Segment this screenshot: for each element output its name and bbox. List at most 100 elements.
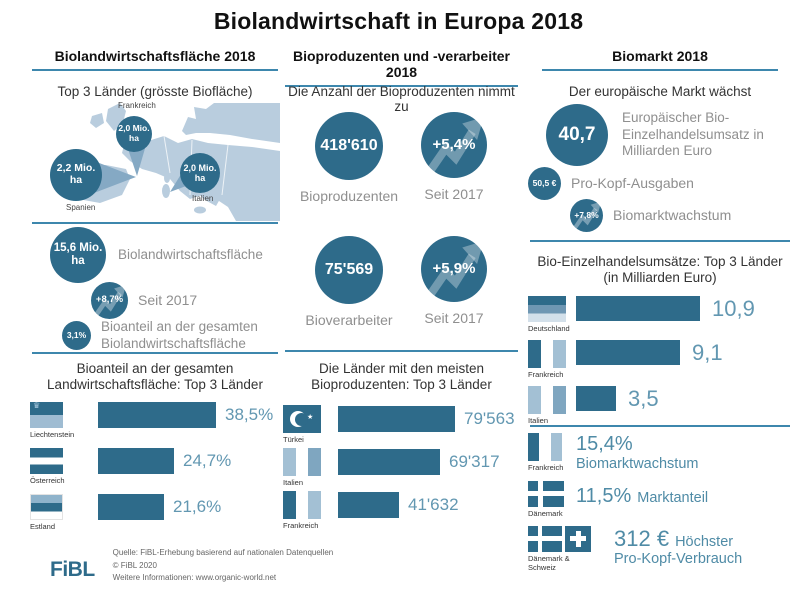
map-callout-spanien: 2,2 Mio. ha bbox=[50, 149, 102, 201]
stat-producers-value: 418'610 bbox=[320, 137, 378, 155]
bar-value-label: 3,5 bbox=[628, 385, 659, 411]
section-divider bbox=[32, 222, 278, 224]
oesterreich-flag-icon bbox=[30, 448, 63, 474]
crown-icon: ♛ bbox=[33, 402, 41, 410]
stat-processors-growth-circle: +5,9% bbox=[421, 236, 487, 302]
bar-estland bbox=[98, 494, 164, 520]
chart-row-liechtenstein: ♛ Liechtenstein 38,5% bbox=[30, 402, 280, 439]
chart-row-italien-retail: Italien 3,5 bbox=[528, 386, 792, 425]
stat-market-growth-circle: +7,8% bbox=[570, 199, 603, 232]
stat-producers: 418'610 Bioproduzenten bbox=[297, 112, 401, 206]
map-title: Top 3 Länder (grösste Biofläche) bbox=[57, 84, 253, 99]
bar-category-label: Italien bbox=[528, 416, 549, 425]
fact-value: 312 € bbox=[614, 525, 670, 551]
bar-category-label: Türkei bbox=[283, 435, 304, 444]
map-callout-frankreich: 2,0 Mio. ha bbox=[116, 116, 152, 152]
stat-per-capita: 50,5 € Pro-Kopf-Ausgaben bbox=[528, 167, 694, 200]
fact-france-growth: Frankreich 15,4% Biomarktwachstum bbox=[528, 433, 792, 473]
fact-country-label: Dänemark & Schweiz bbox=[528, 553, 570, 572]
map-callout-italien: 2,0 Mio. ha bbox=[180, 153, 220, 193]
area-column-header: Biolandwirtschaftsfläche 2018 bbox=[32, 48, 278, 71]
producers-stat-row-1: 418'610 Bioproduzenten +5,4% Seit 2017 bbox=[283, 112, 520, 206]
stat-processors-value: 75'569 bbox=[324, 261, 374, 279]
stat-market-growth-value: +7,8% bbox=[574, 209, 599, 220]
estland-flag-icon bbox=[30, 494, 63, 520]
bar-value-label: 24,7% bbox=[183, 451, 232, 470]
area-share-chart: ♛ Liechtenstein 38,5% Österreich 24,7% bbox=[30, 402, 280, 531]
stat-retail-sales-value: 40,7 bbox=[558, 124, 596, 146]
bar-category-label: Estland bbox=[30, 522, 56, 531]
bar-frankreich bbox=[338, 492, 399, 518]
stat-per-capita-circle: 50,5 € bbox=[528, 167, 561, 200]
producers-stat-row-2: 75'569 Bioverarbeiter +5,9% Seit 2017 bbox=[283, 236, 520, 330]
bar-value-label: 69'317 bbox=[449, 452, 500, 471]
bar-value-label: 10,9 bbox=[712, 295, 755, 321]
section-divider bbox=[530, 425, 790, 427]
stat-total-area-circle: 15,6 Mio. ha bbox=[50, 227, 106, 283]
bar-frankreich-retail bbox=[576, 340, 680, 365]
bar-liechtenstein bbox=[98, 402, 216, 428]
stat-processors-circle: 75'569 bbox=[315, 236, 383, 304]
growth-arrow-icon bbox=[427, 116, 484, 173]
fact-country-label: Dänemark bbox=[528, 508, 563, 518]
bar-italien bbox=[338, 449, 440, 475]
market-chart: Deutschland 10,9 Frankreich 9,1 bbox=[528, 296, 792, 425]
stat-total-area-value: 15,6 Mio. ha bbox=[53, 242, 103, 267]
bar-category-label: Deutschland bbox=[528, 324, 570, 333]
column-area: Biolandwirtschaftsfläche 2018 Top 3 Länd… bbox=[30, 48, 280, 531]
stat-processors: 75'569 Bioverarbeiter bbox=[297, 236, 401, 330]
map-label-spanien: Spanien bbox=[66, 203, 96, 212]
page-title: Biolandwirtschaft in Europa 2018 bbox=[213, 8, 584, 34]
chart-row-oesterreich: Österreich 24,7% bbox=[30, 448, 280, 485]
market-facts: Frankreich 15,4% Biomarktwachstum Dänema… bbox=[528, 433, 792, 572]
chart-row-frankreich-retail: Frankreich 9,1 bbox=[528, 340, 792, 379]
stat-bio-share-value: 3,1% bbox=[66, 330, 87, 341]
column-market: Biomarkt 2018 Der europäische Markt wäch… bbox=[528, 48, 792, 572]
area-chart-title: Bioanteil an der gesamten Landwirtschaft… bbox=[47, 361, 263, 393]
fact-label: Höchster bbox=[675, 533, 734, 550]
fact-label2: Pro-Kopf-Verbrauch bbox=[614, 550, 743, 567]
bar-italien-retail bbox=[576, 386, 616, 411]
producers-subtitle: Die Anzahl der Bioproduzenten nimmt zu bbox=[288, 84, 515, 114]
footer: FiBL Quelle: FiBL-Erhebung basierend auf… bbox=[50, 547, 333, 585]
bar-category-label: Liechtenstein bbox=[30, 430, 75, 439]
daenemark-flag-icon bbox=[528, 525, 562, 552]
bar-oesterreich bbox=[98, 448, 174, 474]
bar-tuerkei bbox=[338, 406, 455, 432]
market-chart-title: Bio-Einzelhandelsumsätze: Top 3 Länder (… bbox=[537, 254, 783, 286]
fact-value: 11,5% bbox=[576, 484, 632, 507]
liechtenstein-flag-icon: ♛ bbox=[30, 402, 63, 428]
stat-producers-growth-value: +5,4% bbox=[432, 135, 476, 153]
italien-flag-icon bbox=[283, 448, 321, 476]
stat-retail-sales-circle: 40,7 bbox=[546, 104, 608, 166]
producers-column-header: Bioproduzenten und -verarbeiter 2018 bbox=[285, 48, 518, 87]
section-divider bbox=[530, 240, 790, 242]
chart-row-tuerkei: ★ Türkei 79'563 bbox=[283, 405, 520, 444]
chart-row-frankreich: Frankreich 41'632 bbox=[283, 491, 520, 530]
stat-area-growth-circle: +8,7% bbox=[91, 282, 128, 319]
stat-per-capita-label: Pro-Kopf-Ausgaben bbox=[571, 174, 694, 191]
stat-total-area: 15,6 Mio. ha Biolandwirtschaftsfläche bbox=[50, 227, 263, 283]
stat-bio-share-label: Bioanteil an der gesamten Biolandwirtsch… bbox=[101, 319, 258, 351]
fact-label: Biomarktwachstum bbox=[576, 456, 699, 472]
growth-arrow-icon bbox=[427, 240, 484, 297]
daenemark-flag-icon bbox=[528, 480, 564, 507]
stat-producers-growth-circle: +5,4% bbox=[421, 112, 487, 178]
bar-category-label: Österreich bbox=[30, 476, 65, 485]
stat-processors-growth-label: Seit 2017 bbox=[424, 310, 484, 326]
stat-retail-sales-label: Europäischer Bio- Einzelhandelsumsatz in… bbox=[622, 109, 764, 159]
stat-producers-label: Bioproduzenten bbox=[299, 188, 399, 204]
map-label-italien: Italien bbox=[192, 194, 214, 203]
stat-producers-growth-label: Seit 2017 bbox=[424, 186, 484, 202]
frankreich-flag-icon bbox=[283, 491, 321, 519]
bar-category-label: Frankreich bbox=[283, 521, 319, 530]
bar-value-label: 21,6% bbox=[173, 497, 222, 516]
bar-value-label: 79'563 bbox=[464, 409, 515, 428]
fact-country-label: Frankreich bbox=[528, 463, 564, 472]
fact-value: 15,4% bbox=[576, 433, 633, 455]
fact-denmark-share: Dänemark 11,5% Marktanteil bbox=[528, 480, 792, 518]
chart-row-deutschland: Deutschland 10,9 bbox=[528, 296, 792, 333]
stat-area-growth-label: Seit 2017 bbox=[138, 291, 198, 308]
column-producers: Bioproduzenten und -verarbeiter 2018 Die… bbox=[283, 48, 520, 530]
producers-chart-title: Die Länder mit den meisten Bioproduzente… bbox=[311, 361, 492, 393]
